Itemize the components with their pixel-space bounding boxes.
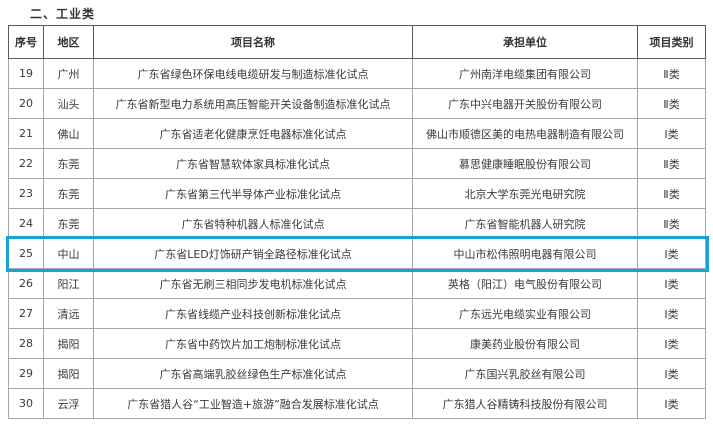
cell-unit: 广东省智能机器人研究院 <box>412 208 638 239</box>
cell-project: 广东省绿色环保电线电缆研发与制造标准化试点 <box>93 58 413 89</box>
cell-project: 广东省LED灯饰研产销全路径标准化试点 <box>93 238 413 269</box>
cell-no: 27 <box>8 298 44 329</box>
table-row: 21 佛山 广东省适老化健康烹饪电器标准化试点 佛山市顺德区美的电热电器制造有限公司 Ⅰ… <box>8 118 706 149</box>
cell-region: 广州 <box>43 58 94 89</box>
cell-unit: 佛山市顺德区美的电热电器制造有限公司 <box>412 118 638 149</box>
cell-no: 20 <box>8 88 44 119</box>
cell-project: 广东省线缆产业科技创新标准化试点 <box>93 298 413 329</box>
cell-region: 揭阳 <box>43 328 94 359</box>
cell-region: 东莞 <box>43 178 94 209</box>
cell-region: 东莞 <box>43 208 94 239</box>
cell-unit: 中山市松伟照明电器有限公司 <box>412 238 638 269</box>
cell-project: 广东省无刷三相同步发电机标准化试点 <box>93 268 413 299</box>
cell-project: 广东省适老化健康烹饪电器标准化试点 <box>93 118 413 149</box>
cell-unit: 英格（阳江）电气股份有限公司 <box>412 268 638 299</box>
cell-category: Ⅱ类 <box>637 58 706 89</box>
cell-no: 26 <box>8 268 44 299</box>
cell-unit: 慕思健康睡眠股份有限公司 <box>412 148 638 179</box>
header-no: 序号 <box>8 25 44 59</box>
cell-project: 广东省特种机器人标准化试点 <box>93 208 413 239</box>
cell-no: 19 <box>8 58 44 89</box>
cell-project: 广东省第三代半导体产业标准化试点 <box>93 178 413 209</box>
table-row: 27 清远 广东省线缆产业科技创新标准化试点 广东远光电缆实业有限公司 Ⅰ类 <box>8 298 706 329</box>
cell-unit: 广州南洋电缆集团有限公司 <box>412 58 638 89</box>
cell-no: 25 <box>8 238 44 269</box>
cell-region: 云浮 <box>43 388 94 419</box>
cell-no: 24 <box>8 208 44 239</box>
table-row: 25 中山 广东省LED灯饰研产销全路径标准化试点 中山市松伟照明电器有限公司 Ⅰ类 <box>5 235 709 272</box>
cell-unit: 广东猎人谷精铸科技股份有限公司 <box>412 388 638 419</box>
cell-category: Ⅰ类 <box>637 238 706 269</box>
table-row: 29 揭阳 广东省高端乳胶丝绿色生产标准化试点 广东国兴乳胶丝有限公司 Ⅰ类 <box>8 358 706 389</box>
cell-region: 佛山 <box>43 118 94 149</box>
cell-category: Ⅱ类 <box>637 88 706 119</box>
cell-no: 28 <box>8 328 44 359</box>
table-row: 22 东莞 广东省智慧软体家具标准化试点 慕思健康睡眠股份有限公司 Ⅱ类 <box>8 148 706 179</box>
cell-no: 30 <box>8 388 44 419</box>
cell-category: Ⅰ类 <box>637 268 706 299</box>
table-row: 24 东莞 广东省特种机器人标准化试点 广东省智能机器人研究院 Ⅱ类 <box>8 208 706 239</box>
cell-unit: 北京大学东莞光电研究院 <box>412 178 638 209</box>
cell-category: Ⅰ类 <box>637 118 706 149</box>
cell-category: Ⅱ类 <box>637 148 706 179</box>
table-row: 28 揭阳 广东省中药饮片加工炮制标准化试点 康美药业股份有限公司 Ⅰ类 <box>8 328 706 359</box>
cell-unit: 康美药业股份有限公司 <box>412 328 638 359</box>
cell-unit: 广东中兴电器开关股份有限公司 <box>412 88 638 119</box>
cell-category: Ⅰ类 <box>637 358 706 389</box>
cell-no: 29 <box>8 358 44 389</box>
cell-region: 东莞 <box>43 148 94 179</box>
table-row: 26 阳江 广东省无刷三相同步发电机标准化试点 英格（阳江）电气股份有限公司 Ⅰ类 <box>8 268 706 299</box>
table-body: 19 广州 广东省绿色环保电线电缆研发与制造标准化试点 广州南洋电缆集团有限公司 Ⅱ类 2… <box>5 58 709 419</box>
table-row: 20 汕头 广东省新型电力系统用高压智能开关设备制造标准化试点 广东中兴电器开关股份有… <box>8 88 706 119</box>
table-row: 23 东莞 广东省第三代半导体产业标准化试点 北京大学东莞光电研究院 Ⅱ类 <box>8 178 706 209</box>
cell-project: 广东省猎人谷“工业智造+旅游”融合发展标准化试点 <box>93 388 413 419</box>
cell-region: 揭阳 <box>43 358 94 389</box>
cell-category: Ⅰ类 <box>637 328 706 359</box>
table-row: 30 云浮 广东省猎人谷“工业智造+旅游”融合发展标准化试点 广东猎人谷精铸科技股份有… <box>8 388 706 419</box>
cell-unit: 广东远光电缆实业有限公司 <box>412 298 638 329</box>
section-title: 二、工业类 <box>30 7 96 21</box>
header-unit: 承担单位 <box>412 25 638 59</box>
cell-category: Ⅰ类 <box>637 388 706 419</box>
projects-table: 序号 地区 项目名称 承担单位 项目类别 19 广州 广东省绿色环保电线电缆研发与制… <box>5 25 709 419</box>
header-region: 地区 <box>43 25 94 59</box>
cell-region: 中山 <box>43 238 94 269</box>
header-category: 项目类别 <box>637 25 706 59</box>
cell-no: 22 <box>8 148 44 179</box>
cell-region: 清远 <box>43 298 94 329</box>
cell-category: Ⅰ类 <box>637 298 706 329</box>
cell-region: 阳江 <box>43 268 94 299</box>
table-row: 19 广州 广东省绿色环保电线电缆研发与制造标准化试点 广州南洋电缆集团有限公司 Ⅱ类 <box>8 58 706 89</box>
cell-unit: 广东国兴乳胶丝有限公司 <box>412 358 638 389</box>
cell-region: 汕头 <box>43 88 94 119</box>
cell-category: Ⅱ类 <box>637 178 706 209</box>
cell-no: 21 <box>8 118 44 149</box>
cell-project: 广东省高端乳胶丝绿色生产标准化试点 <box>93 358 413 389</box>
cell-project: 广东省中药饮片加工炮制标准化试点 <box>93 328 413 359</box>
cell-project: 广东省智慧软体家具标准化试点 <box>93 148 413 179</box>
table-header-row: 序号 地区 项目名称 承担单位 项目类别 <box>8 25 706 59</box>
header-project: 项目名称 <box>93 25 413 59</box>
cell-project: 广东省新型电力系统用高压智能开关设备制造标准化试点 <box>93 88 413 119</box>
cell-category: Ⅱ类 <box>637 208 706 239</box>
cell-no: 23 <box>8 178 44 209</box>
